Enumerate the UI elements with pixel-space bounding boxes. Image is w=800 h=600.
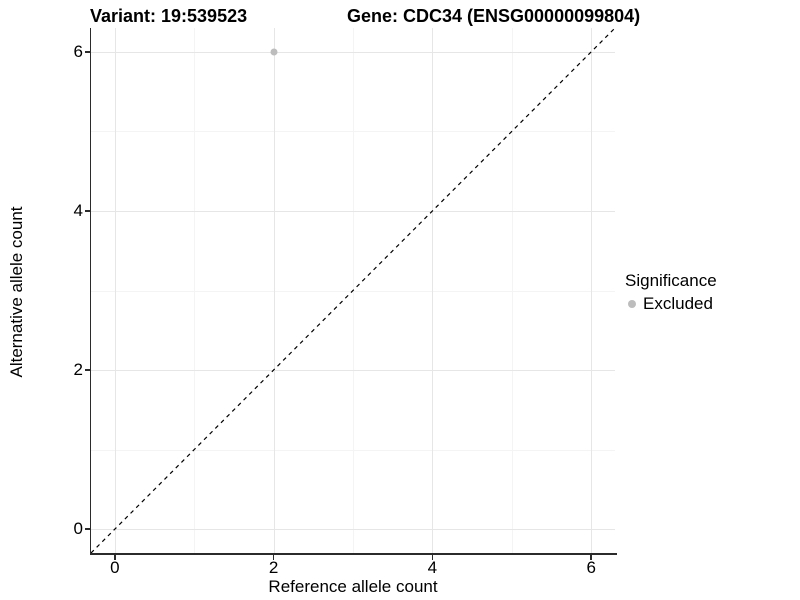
legend-entry-label: Excluded bbox=[643, 294, 713, 313]
gridline-major-horizontal bbox=[91, 529, 615, 531]
y-axis-tick-mark bbox=[85, 210, 90, 212]
y-axis-tick-mark bbox=[85, 528, 90, 530]
identity-reference-line bbox=[91, 28, 615, 553]
x-axis-line bbox=[89, 553, 617, 555]
plot-title-gene: Gene: CDC34 (ENSG00000099804) bbox=[347, 6, 641, 26]
y-axis-tick-label: 2 bbox=[73, 360, 83, 380]
legend-key-dot bbox=[628, 300, 636, 308]
x-axis-tick-label: 6 bbox=[586, 558, 596, 577]
y-axis-line bbox=[89, 28, 91, 555]
legend-entry-excluded: Excluded bbox=[625, 294, 717, 314]
y-axis-title: Alternative allele count bbox=[7, 206, 26, 378]
legend-title: Significance bbox=[625, 271, 717, 290]
y-axis-tick-label: 0 bbox=[73, 519, 83, 539]
x-axis-tick-mark bbox=[590, 554, 592, 560]
y-axis-tick-mark bbox=[85, 369, 90, 371]
y-axis-tick-mark bbox=[85, 51, 90, 53]
gridline-major-vertical bbox=[114, 28, 116, 553]
gridline-minor-horizontal bbox=[91, 131, 615, 133]
gridline-major-vertical bbox=[591, 28, 593, 553]
plot-panel bbox=[91, 28, 615, 553]
legend: Significance Excluded bbox=[625, 271, 717, 314]
gridline-minor-horizontal bbox=[91, 449, 615, 451]
gridline-major-horizontal bbox=[91, 51, 615, 53]
gridline-major-vertical bbox=[432, 28, 434, 553]
data-point bbox=[270, 48, 278, 56]
x-axis-tick-label: 0 bbox=[110, 558, 120, 577]
x-axis-title: Reference allele count bbox=[268, 577, 438, 596]
x-axis-tick-label: 4 bbox=[427, 558, 438, 577]
x-axis-tick-mark bbox=[272, 554, 275, 560]
gridline-major-horizontal bbox=[91, 370, 615, 372]
y-axis-tick-label: 4 bbox=[73, 200, 83, 220]
x-axis-tick-label: 2 bbox=[268, 558, 279, 577]
gridline-major-horizontal bbox=[91, 210, 615, 212]
gridline-major-vertical bbox=[273, 28, 275, 553]
plot-title-variant: Variant: 19:539523 bbox=[90, 6, 248, 26]
x-axis-tick-mark bbox=[431, 554, 434, 560]
x-axis-tick-mark bbox=[114, 554, 116, 560]
y-axis-tick-label: 6 bbox=[73, 41, 83, 61]
